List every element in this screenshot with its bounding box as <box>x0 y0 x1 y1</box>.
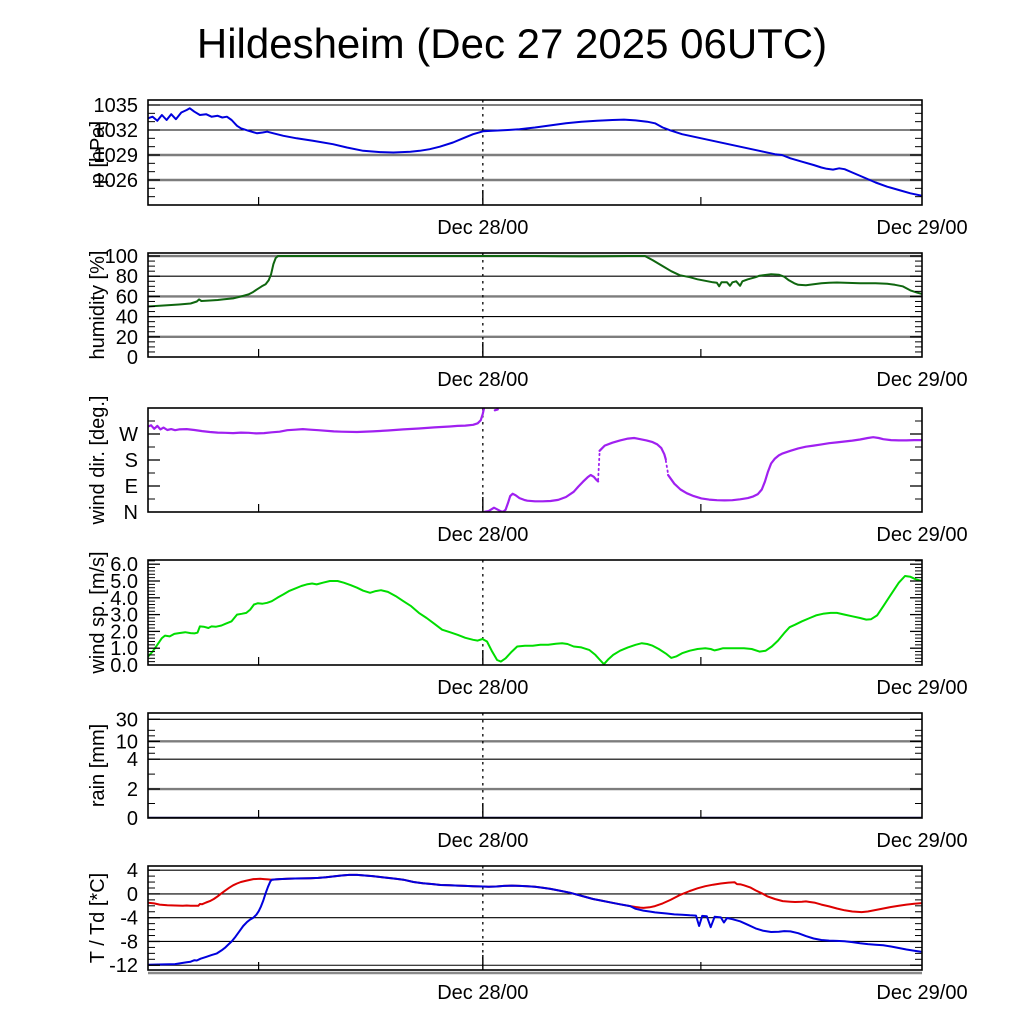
x-tick-label: Dec 29/00 <box>876 524 967 546</box>
y-axis-label-temperature: T / Td [*C] <box>87 873 109 963</box>
y-tick-label: 0 <box>127 884 138 906</box>
y-tick-label: 4 <box>127 749 138 771</box>
y-tick-label: -12 <box>109 955 138 977</box>
y-tick-label: 6.0 <box>110 554 138 576</box>
x-tick-label: Dec 28/00 <box>437 677 528 699</box>
y-tick-label: S <box>125 450 138 472</box>
page-title: Hildesheim (Dec 27 2025 06UTC) <box>196 20 828 67</box>
pressure-line <box>148 107 922 197</box>
y-tick-label: 0 <box>127 808 138 830</box>
y-tick-label: 2.0 <box>110 621 138 643</box>
x-tick-label: Dec 28/00 <box>437 217 528 239</box>
wind-dir-jump-2-line <box>664 459 669 475</box>
y-tick-label: 4.0 <box>110 588 138 610</box>
y-tick-label: 10 <box>116 731 138 753</box>
y-axis-label-wind_speed: wind sp. [m/s] <box>87 551 109 674</box>
x-tick-label: Dec 28/00 <box>437 982 528 1004</box>
y-axis-label-humidity: humidity [%] <box>87 251 109 360</box>
panel-border <box>147 99 923 206</box>
y-tick-label: 60 <box>116 286 138 308</box>
wind-dir-seg-b-line <box>483 473 600 512</box>
dewpoint-line <box>148 873 922 966</box>
humidity-line <box>148 255 922 308</box>
y-tick-label: 5.0 <box>110 571 138 593</box>
y-tick-label: 20 <box>116 327 138 349</box>
y-tick-label: -4 <box>120 908 138 930</box>
wind-dir-seg-c-line <box>598 436 667 461</box>
y-tick-label: 1029 <box>94 145 139 167</box>
x-tick-label: Dec 29/00 <box>876 830 967 852</box>
panel-border <box>147 559 923 666</box>
y-tick-label: 1.0 <box>110 638 138 660</box>
y-tick-label: 1026 <box>94 170 139 192</box>
wind-speed-line <box>148 575 922 665</box>
y-tick-label: 30 <box>116 709 138 731</box>
y-tick-label: E <box>125 476 138 498</box>
x-tick-label: Dec 29/00 <box>876 677 967 699</box>
panel-border <box>147 252 923 358</box>
y-tick-label: 2 <box>127 779 138 801</box>
y-tick-label: 100 <box>105 246 138 268</box>
y-tick-label: -8 <box>120 931 138 953</box>
y-tick-label: 1035 <box>94 95 139 117</box>
y-tick-label: W <box>119 424 138 446</box>
wind-dir-seg-d-line <box>666 436 922 502</box>
y-tick-label: 1032 <box>94 120 139 142</box>
x-tick-label: Dec 28/00 <box>437 369 528 391</box>
panel-temperature: 40-4-8-12T / Td [*C] Dec 28/00 Dec 29/00 <box>87 860 968 1004</box>
x-tick-label: Dec 28/00 <box>437 524 528 546</box>
wind-dir-jump-1-line <box>597 450 601 482</box>
x-tick-label: Dec 29/00 <box>876 217 967 239</box>
y-tick-label: 0.0 <box>110 655 138 677</box>
y-axis-label-pressure: p [hPa] <box>87 121 109 184</box>
panel-border <box>147 712 923 819</box>
wind-dir-seg-a-line <box>148 408 485 435</box>
y-axis-label-wind_direction: wind dir. [deg.] <box>87 396 109 526</box>
panel-border <box>147 407 923 513</box>
x-tick-label: Dec 29/00 <box>876 982 967 1004</box>
y-axis-label-rain: rain [mm] <box>87 724 109 807</box>
x-tick-label: Dec 28/00 <box>437 830 528 852</box>
y-tick-label: 4 <box>127 860 138 882</box>
y-tick-label: 80 <box>116 266 138 288</box>
wind-dir-dot-line <box>493 408 499 412</box>
y-tick-label: 40 <box>116 307 138 329</box>
y-tick-label: N <box>124 502 138 524</box>
y-tick-label: 3.0 <box>110 605 138 627</box>
y-tick-label: 0 <box>127 347 138 369</box>
x-tick-label: Dec 29/00 <box>876 369 967 391</box>
